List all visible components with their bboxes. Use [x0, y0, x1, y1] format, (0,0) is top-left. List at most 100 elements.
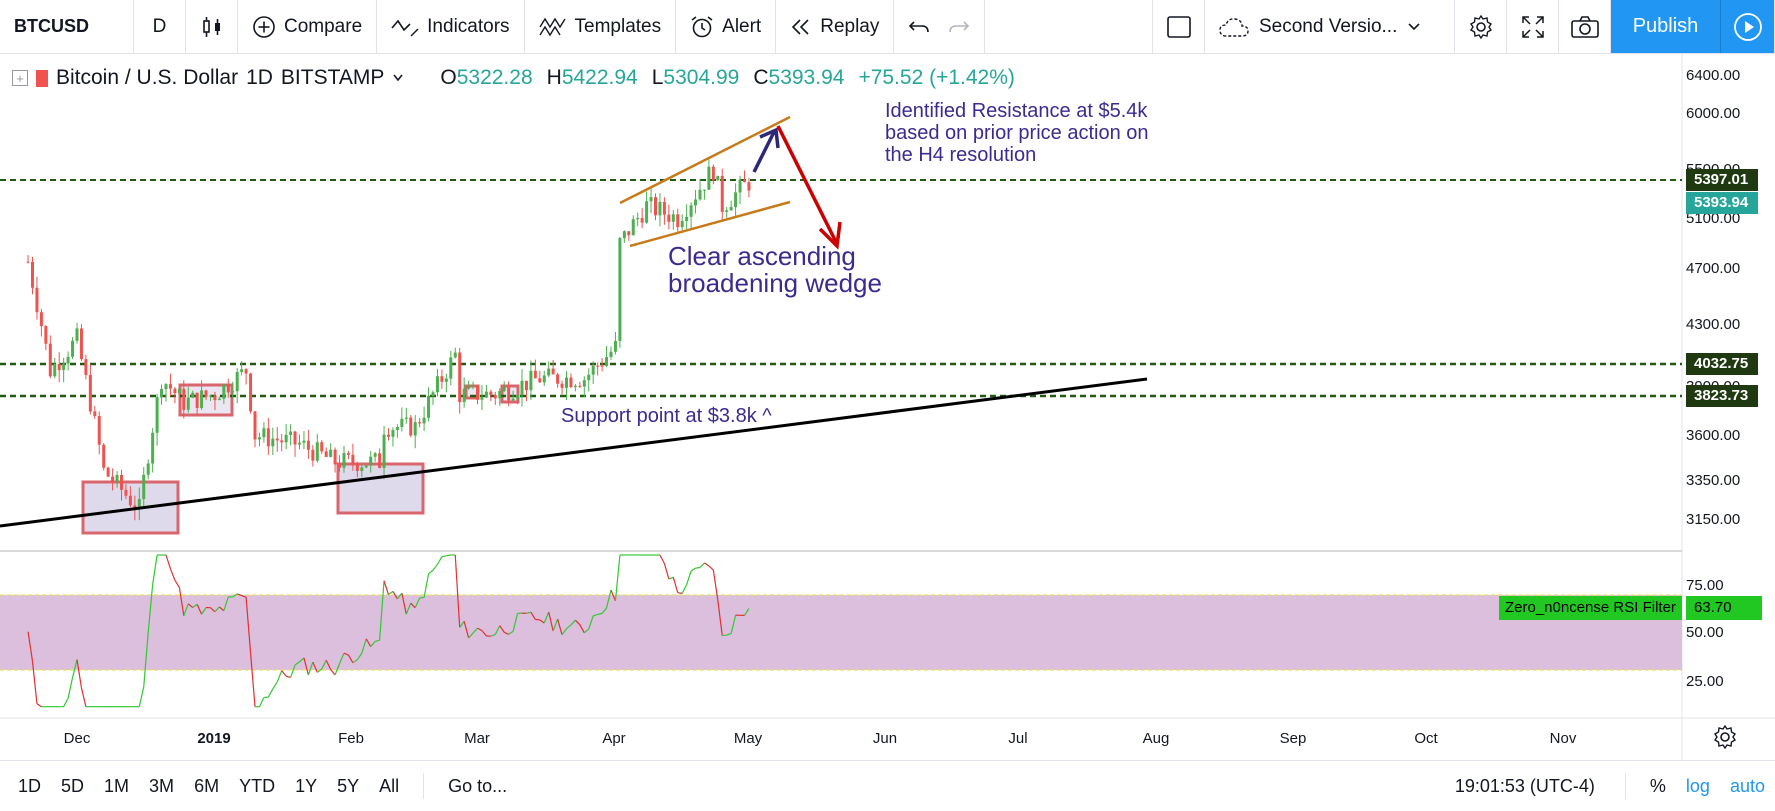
- range-5y[interactable]: 5Y: [337, 775, 360, 796]
- rsi-segment: [71, 659, 78, 678]
- alert-button[interactable]: Alert: [676, 0, 777, 53]
- candle-body: [720, 175, 724, 212]
- rsi-segment: [294, 661, 300, 666]
- play-button[interactable]: [1721, 0, 1775, 53]
- chart-settings-gear-icon[interactable]: [1712, 724, 1738, 750]
- gear-icon: [1469, 14, 1492, 39]
- rsi-segment: [677, 592, 683, 594]
- candle-body: [284, 434, 288, 443]
- templates-button[interactable]: Templates: [525, 0, 677, 53]
- rsi-segment: [76, 659, 83, 688]
- rsi-segment: [347, 654, 354, 664]
- candle-body: [565, 377, 568, 388]
- rsi-indicator-name[interactable]: Zero_n0ncense RSI Filter: [1499, 596, 1682, 620]
- rsi-segment: [374, 639, 380, 643]
- range-ytd[interactable]: YTD: [239, 775, 276, 796]
- compare-label: Compare: [284, 15, 363, 37]
- top-toolbar: BTCUSD D Compare Indicators Templates Al…: [0, 0, 1775, 54]
- settings-button[interactable]: [1455, 0, 1507, 53]
- resistance-annotation[interactable]: Identified Resistance at $5.4k based on …: [885, 101, 1149, 167]
- chevron-down-icon[interactable]: [392, 73, 404, 83]
- range-3m[interactable]: 3M: [149, 775, 175, 796]
- rsi-segment: [401, 593, 407, 615]
- fullscreen-button[interactable]: [1507, 0, 1559, 53]
- chart-type-button[interactable]: [186, 0, 238, 53]
- rsi-segment: [490, 633, 496, 637]
- candle-body: [93, 411, 97, 417]
- time-tick: Dec: [63, 730, 91, 747]
- publish-button[interactable]: Publish: [1611, 0, 1721, 53]
- rsi-segment: [743, 608, 750, 616]
- alert-label: Alert: [722, 15, 762, 37]
- goto-button[interactable]: Go to...: [448, 775, 508, 796]
- expand-legend-icon[interactable]: +: [12, 70, 28, 86]
- candle-body: [458, 352, 462, 403]
- snapshot-button[interactable]: [1559, 0, 1611, 53]
- fullscreen-select-button[interactable]: [1153, 0, 1205, 53]
- price-tick: 5100.00: [1686, 210, 1741, 227]
- rsi-segment: [36, 703, 42, 708]
- candle-body: [547, 368, 551, 376]
- indicators-button[interactable]: Indicators: [377, 0, 525, 53]
- range-1y[interactable]: 1Y: [295, 775, 318, 796]
- rsi-tick: 50.00: [1686, 624, 1724, 641]
- auto-toggle[interactable]: auto: [1729, 775, 1765, 796]
- interval-button[interactable]: D: [134, 0, 186, 53]
- price-chart[interactable]: [0, 54, 1775, 760]
- log-toggle[interactable]: log: [1685, 775, 1710, 796]
- rsi-segment: [663, 563, 670, 580]
- rsi-segment: [428, 569, 434, 575]
- legend-title[interactable]: Bitcoin / U.S. Dollar: [56, 66, 239, 89]
- rsi-segment: [272, 681, 278, 690]
- candle-body: [342, 453, 346, 468]
- rsi-segment: [307, 661, 314, 676]
- rsi-segment: [178, 587, 185, 616]
- range-1m[interactable]: 1M: [104, 775, 130, 796]
- time-tick: Jun: [872, 730, 898, 747]
- ohlc-values: O5322.28 H5422.94 L5304.99 C5393.94 +75.…: [440, 66, 1015, 90]
- rsi-segment: [192, 603, 198, 609]
- rsi-segment: [695, 566, 701, 569]
- candle-body: [275, 438, 279, 441]
- rsi-segment: [499, 625, 505, 633]
- range-1d[interactable]: 1D: [18, 775, 42, 796]
- rsi-segment: [334, 663, 341, 676]
- range-all[interactable]: All: [379, 775, 400, 796]
- candle-body: [329, 449, 333, 457]
- candle-body: [636, 218, 640, 220]
- legend-exchange[interactable]: BITSTAMP: [280, 66, 385, 89]
- range-6m[interactable]: 6M: [194, 775, 220, 796]
- rsi-segment: [370, 641, 376, 647]
- candle-body: [613, 340, 617, 352]
- price-tick: 6000.00: [1686, 105, 1741, 122]
- rsi-segment: [214, 606, 220, 613]
- compare-button[interactable]: Compare: [238, 0, 378, 53]
- range-5d[interactable]: 5D: [61, 775, 85, 796]
- resistance-line-3: the H4 resolution: [885, 144, 1037, 166]
- wedge-annotation[interactable]: Clear ascending broadening wedge: [668, 243, 882, 297]
- support-annotation[interactable]: Support point at $3.8k ^: [561, 405, 772, 427]
- candle-body: [511, 398, 515, 401]
- rsi-segment: [290, 664, 296, 678]
- candle-body: [587, 374, 591, 381]
- time-tick: Jul: [1008, 730, 1028, 747]
- replay-button[interactable]: Replay: [776, 0, 895, 53]
- low-value: 5304.99: [663, 66, 740, 89]
- symbol-search[interactable]: BTCUSD: [0, 0, 134, 53]
- wedge-line-1: Clear ascending: [668, 241, 856, 271]
- rsi-segment: [392, 591, 398, 600]
- rsi-segment: [512, 613, 519, 632]
- rsi-segment: [27, 631, 34, 662]
- candle-body: [609, 351, 613, 357]
- layout-menu[interactable]: Second Versio...: [1205, 0, 1455, 53]
- rsi-line: [27, 554, 750, 708]
- candle-body: [120, 474, 123, 490]
- rsi-segment: [454, 554, 461, 628]
- close-value: 5393.94: [768, 66, 845, 89]
- undo-icon[interactable]: [908, 18, 930, 36]
- redo-icon[interactable]: [948, 18, 970, 36]
- percent-toggle[interactable]: %: [1649, 775, 1666, 796]
- price-tag-level: 5397.01: [1686, 169, 1758, 191]
- price-tick: 3600.00: [1686, 427, 1741, 444]
- candle-body: [618, 238, 622, 341]
